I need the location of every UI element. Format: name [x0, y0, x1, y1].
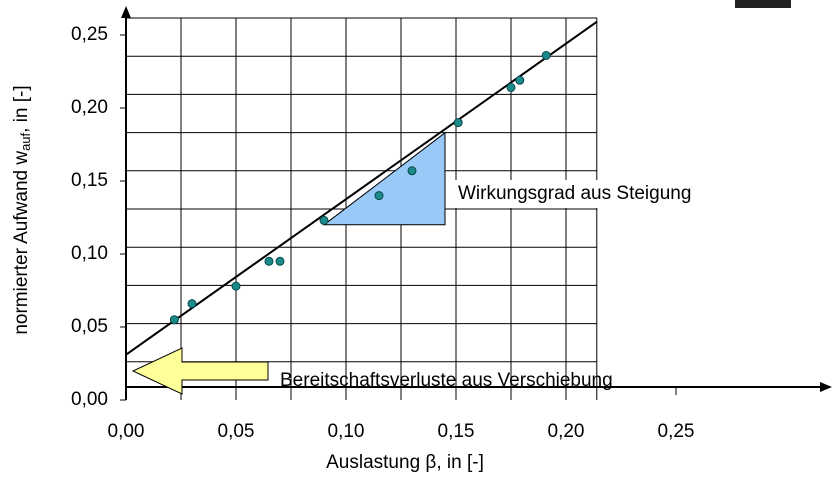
annotation-bg	[454, 180, 776, 208]
x-tick-label: 0,15	[438, 421, 475, 442]
y-tick-label: 0,10	[71, 243, 108, 264]
annotation: Wirkungsgrad aus Steigung	[458, 183, 691, 204]
y-tick-label: 0,00	[71, 389, 108, 410]
y-axis-arrow	[121, 6, 131, 18]
y-label-main: normierter Aufwand w	[11, 151, 32, 335]
y-tick-label: 0,20	[71, 97, 108, 118]
x-tick-label: 0,10	[328, 421, 365, 442]
y-label-tail: , in [-]	[11, 85, 32, 133]
shift-arrow	[131, 347, 269, 395]
x-axis-arrow	[820, 382, 832, 392]
image-fragment	[735, 0, 791, 8]
slope-triangle	[322, 131, 446, 226]
x-tick-label: 0,05	[218, 421, 255, 442]
data-point	[453, 118, 463, 128]
y-tick-label: 0,15	[71, 170, 108, 191]
data-point	[515, 75, 525, 85]
x-axis-label: Auslastung β, in [-]	[326, 452, 484, 473]
data-point	[169, 315, 179, 325]
data-point	[187, 299, 197, 309]
data-point	[231, 281, 241, 291]
y-axis-label: normierter Aufwand wauf, in [-]	[11, 85, 33, 334]
data-point	[374, 191, 384, 201]
data-point	[275, 256, 285, 266]
data-point	[506, 83, 516, 93]
data-point	[407, 166, 417, 176]
data-point	[264, 256, 274, 266]
annotation: Bereitschaftsverluste aus Verschiebung	[280, 370, 613, 391]
x-tick-label: 0,25	[658, 421, 695, 442]
x-tick-label: 0,20	[548, 421, 585, 442]
x-tick-label: 0,00	[108, 421, 145, 442]
data-point	[541, 50, 551, 60]
y-label-sub: auf	[18, 132, 33, 150]
data-point	[319, 215, 329, 225]
y-tick-label: 0,05	[71, 316, 108, 337]
y-tick-label: 0,25	[71, 24, 108, 45]
